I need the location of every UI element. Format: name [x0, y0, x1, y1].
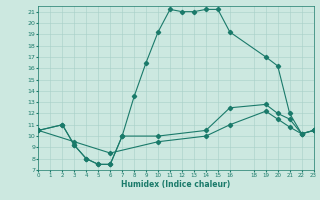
X-axis label: Humidex (Indice chaleur): Humidex (Indice chaleur) [121, 180, 231, 189]
